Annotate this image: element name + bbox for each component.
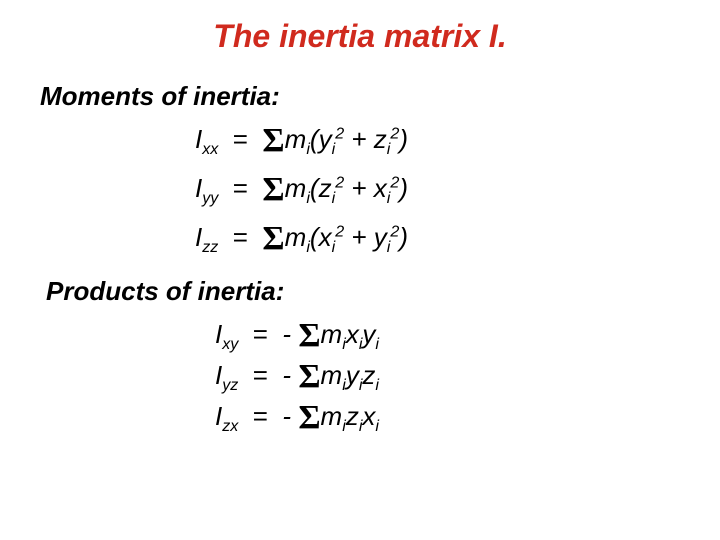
product-equation-zx: Izx = - Σmizixi [215, 401, 680, 436]
products-heading: Products of inertia: [46, 276, 680, 307]
slide-title: The inertia matrix I. [40, 18, 680, 55]
moment-equation-yy: Iyy = Σmi(zi2 + xi2) [195, 173, 680, 208]
moments-heading: Moments of inertia: [40, 81, 680, 112]
product-equation-yz: Iyz = - Σmiyizi [215, 360, 680, 395]
moment-equation-zz: Izz = Σmi(xi2 + yi2) [195, 222, 680, 257]
moment-equation-xx: Ixx = Σmi(yi2 + zi2) [195, 124, 680, 159]
product-equation-xy: Ixy = - Σmixiyi [215, 319, 680, 354]
